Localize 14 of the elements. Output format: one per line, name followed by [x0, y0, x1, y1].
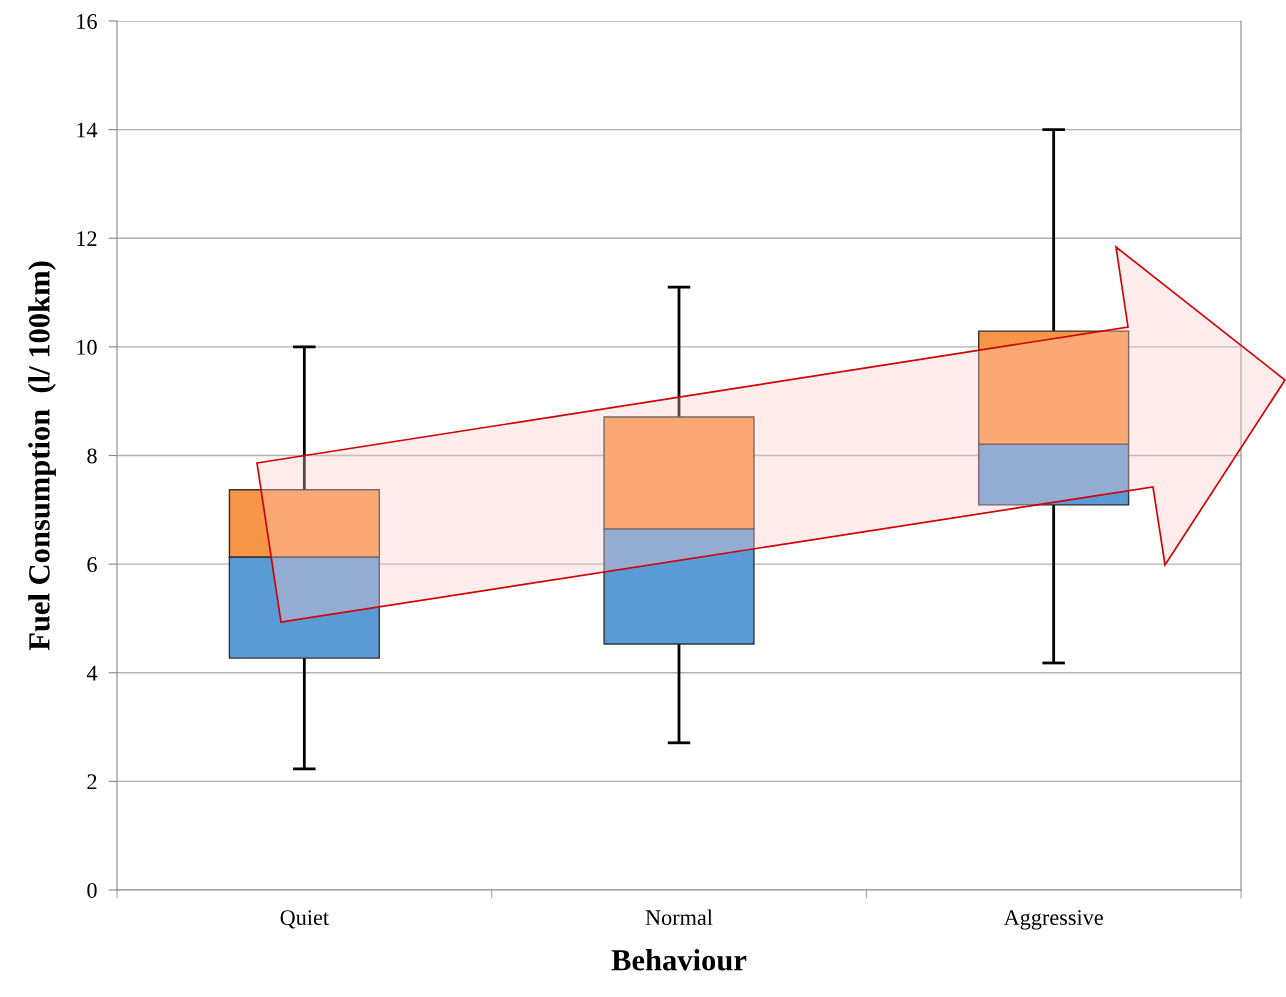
- y-tick-label: 8: [87, 448, 97, 464]
- x-tick-label: Aggressive: [1003, 910, 1103, 930]
- y-axis-title: Fuel Consumption (l/ 100km): [28, 261, 56, 651]
- y-tick-label: 14: [77, 122, 98, 138]
- x-tick-label: Normal: [645, 909, 713, 926]
- y-tick-label: 0: [87, 882, 97, 898]
- x-tick-label: Quiet: [280, 910, 329, 929]
- y-tick-label: 4: [86, 665, 98, 681]
- y-tick-label: 16: [77, 13, 97, 29]
- y-tick-label: 10: [77, 339, 97, 355]
- y-tick-label: 2: [87, 774, 97, 790]
- y-tick-label: 6: [87, 557, 97, 573]
- x-axis-title: Behaviour: [611, 949, 747, 971]
- y-tick-label: 12: [77, 231, 97, 246]
